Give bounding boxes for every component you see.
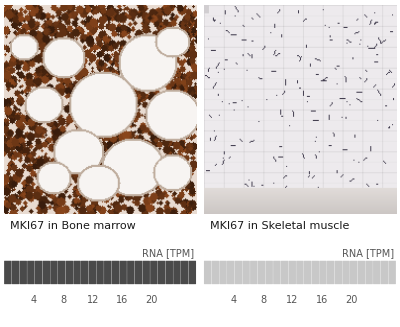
- FancyBboxPatch shape: [4, 261, 12, 284]
- FancyBboxPatch shape: [219, 261, 227, 284]
- FancyBboxPatch shape: [335, 261, 342, 284]
- FancyBboxPatch shape: [212, 261, 219, 284]
- FancyBboxPatch shape: [266, 261, 273, 284]
- Text: MKI67 in Bone marrow: MKI67 in Bone marrow: [10, 221, 136, 231]
- FancyBboxPatch shape: [296, 261, 304, 284]
- Text: 16: 16: [116, 295, 128, 305]
- FancyBboxPatch shape: [227, 261, 234, 284]
- FancyBboxPatch shape: [288, 261, 296, 284]
- FancyBboxPatch shape: [112, 261, 119, 284]
- FancyBboxPatch shape: [27, 261, 35, 284]
- FancyBboxPatch shape: [120, 261, 127, 284]
- FancyBboxPatch shape: [235, 261, 242, 284]
- FancyBboxPatch shape: [319, 261, 327, 284]
- Text: 8: 8: [260, 295, 266, 305]
- Text: MKI67 in Skeletal muscle: MKI67 in Skeletal muscle: [210, 221, 349, 231]
- FancyBboxPatch shape: [204, 261, 212, 284]
- Text: 16: 16: [316, 295, 328, 305]
- FancyBboxPatch shape: [66, 261, 73, 284]
- FancyBboxPatch shape: [342, 261, 350, 284]
- Text: 12: 12: [286, 295, 299, 305]
- FancyBboxPatch shape: [81, 261, 88, 284]
- FancyBboxPatch shape: [388, 261, 396, 284]
- FancyBboxPatch shape: [12, 261, 19, 284]
- FancyBboxPatch shape: [312, 261, 319, 284]
- FancyBboxPatch shape: [89, 261, 96, 284]
- FancyBboxPatch shape: [35, 261, 42, 284]
- Text: 20: 20: [146, 295, 158, 305]
- FancyBboxPatch shape: [273, 261, 280, 284]
- Text: 12: 12: [86, 295, 99, 305]
- FancyBboxPatch shape: [150, 261, 158, 284]
- FancyBboxPatch shape: [365, 261, 373, 284]
- FancyBboxPatch shape: [242, 261, 250, 284]
- FancyBboxPatch shape: [20, 261, 27, 284]
- FancyBboxPatch shape: [135, 261, 142, 284]
- FancyBboxPatch shape: [58, 261, 65, 284]
- FancyBboxPatch shape: [142, 261, 150, 284]
- Text: 4: 4: [30, 295, 37, 305]
- FancyBboxPatch shape: [373, 261, 380, 284]
- Text: 4: 4: [230, 295, 236, 305]
- FancyBboxPatch shape: [304, 261, 311, 284]
- FancyBboxPatch shape: [258, 261, 265, 284]
- FancyBboxPatch shape: [250, 261, 258, 284]
- FancyBboxPatch shape: [73, 261, 81, 284]
- FancyBboxPatch shape: [181, 261, 188, 284]
- Text: RNA [TPM]: RNA [TPM]: [342, 248, 394, 258]
- Text: RNA [TPM]: RNA [TPM]: [142, 248, 194, 258]
- FancyBboxPatch shape: [42, 261, 50, 284]
- FancyBboxPatch shape: [96, 261, 104, 284]
- FancyBboxPatch shape: [350, 261, 358, 284]
- FancyBboxPatch shape: [173, 261, 181, 284]
- FancyBboxPatch shape: [358, 261, 365, 284]
- FancyBboxPatch shape: [158, 261, 165, 284]
- Text: 8: 8: [60, 295, 66, 305]
- FancyBboxPatch shape: [50, 261, 58, 284]
- FancyBboxPatch shape: [327, 261, 334, 284]
- FancyBboxPatch shape: [104, 261, 112, 284]
- FancyBboxPatch shape: [281, 261, 288, 284]
- FancyBboxPatch shape: [166, 261, 173, 284]
- FancyBboxPatch shape: [188, 261, 196, 284]
- Text: 20: 20: [346, 295, 358, 305]
- FancyBboxPatch shape: [127, 261, 134, 284]
- FancyBboxPatch shape: [381, 261, 388, 284]
